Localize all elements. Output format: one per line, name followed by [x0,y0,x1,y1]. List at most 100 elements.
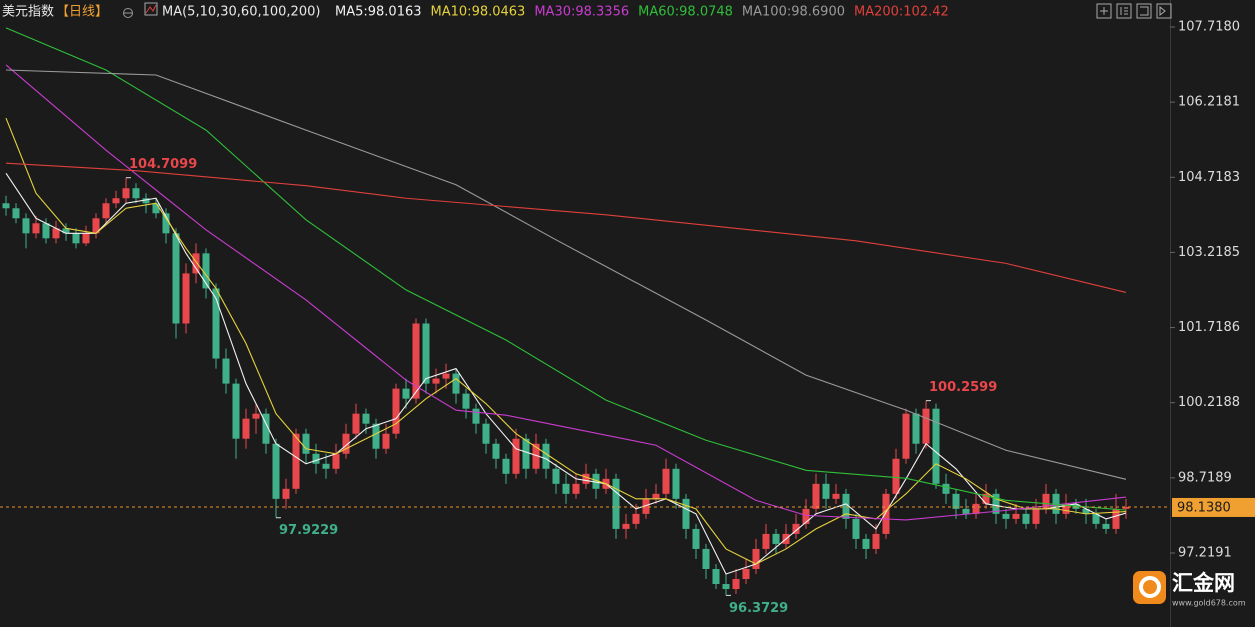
candle-body [982,493,990,504]
candle-body [32,223,40,234]
y-tick-label: 97.2191 [1178,545,1232,560]
candle-body [682,498,690,529]
candle-body [312,453,320,464]
candle-body [12,208,20,219]
y-tick-label: 104.7183 [1178,170,1240,185]
candle-body [52,228,60,239]
candle-body [492,443,500,459]
y-tick-label: 98.7189 [1178,470,1232,485]
candle-body [752,548,760,569]
extreme-label: 97.9229 [279,523,338,538]
tool-button[interactable] [1136,3,1152,19]
indicator-label: MA(5,10,30,60,100,200) [162,5,320,20]
legend-entry: MA5:98.0163 [335,5,422,20]
tool-button[interactable] [1116,3,1132,19]
last-price-tag [1172,497,1255,517]
candle-body [722,584,730,590]
candle-body [212,288,220,359]
candle-body [612,478,620,529]
candle-body [862,538,870,549]
candle-body [522,438,530,469]
candle-body [382,433,390,449]
legend-entry: MA60:98.0748 [638,5,733,20]
y-tick-label: 101.7186 [1178,320,1240,335]
candle-body [532,443,540,469]
candle-body [992,493,1000,514]
tool-button[interactable] [1096,3,1112,19]
candle-body [402,388,410,399]
candle-body [472,408,480,424]
brand-name: 汇金网 [1172,571,1235,595]
candle-body [392,388,400,434]
candle-body [72,233,80,244]
tool-button[interactable] [1156,3,1172,19]
candle-body [262,413,270,444]
candle-body [832,493,840,499]
toolbar [1096,3,1172,19]
indicator-icon[interactable] [144,2,158,16]
candle-body [222,358,230,384]
candle-body [912,413,920,444]
candle-body [62,228,70,234]
candle-body [882,493,890,534]
candle-body [342,433,350,454]
candle-body [102,203,110,219]
candle-body [242,418,250,439]
candle-body [922,408,930,444]
candle-body [802,508,810,524]
candle-body [662,468,670,494]
instrument-title: 美元指数 [2,5,54,20]
candle-body [352,413,360,434]
candle-body [252,413,260,419]
y-tick-label: 100.2188 [1178,395,1240,410]
candle-body [852,518,860,539]
brand-logo [1133,571,1166,604]
candle-body [622,523,630,529]
candle-body [162,213,170,234]
candle-body [742,568,750,580]
candle-body [22,218,30,234]
candle-body [812,483,820,509]
candle-body [652,493,660,499]
candle-body [232,383,240,439]
legend-entry: MA200:102.42 [854,5,949,20]
candle-body [512,438,520,474]
candle-body [502,458,510,474]
ma-line [5,162,1127,293]
candle-body [1062,503,1070,514]
ma-line [5,27,1127,511]
candle-body [582,473,590,484]
brand-logo [1139,576,1161,598]
candle-body [932,408,940,484]
legend: MA5:98.0163 MA10:98.0463 MA30:98.3356 MA60:… [335,5,949,20]
candle-body [732,579,740,590]
candle-body [822,483,830,499]
candle-body [182,273,190,324]
candle-body [452,373,460,394]
ma-line [5,172,1127,575]
candle-body [422,323,430,384]
candle-body [42,223,50,239]
candle-body [1012,513,1020,519]
candle-body [412,323,420,399]
candle-body [2,203,10,209]
candle-body [282,488,290,499]
y-tick-label: 107.7180 [1178,20,1240,35]
ma-line [5,69,1127,480]
candle-body [272,443,280,499]
candle-body [92,218,100,234]
candle-body [542,443,550,469]
candle-body [1112,508,1120,529]
period-label[interactable]: 【日线】 [56,5,108,20]
candle-body [202,253,210,289]
candle-body [562,483,570,494]
candle-body [132,188,140,199]
candle-body [632,513,640,524]
candle-body [962,508,970,514]
candle-body [672,468,680,499]
candle-body [152,203,160,214]
candle-body [572,483,580,494]
candle-body [1032,508,1040,524]
